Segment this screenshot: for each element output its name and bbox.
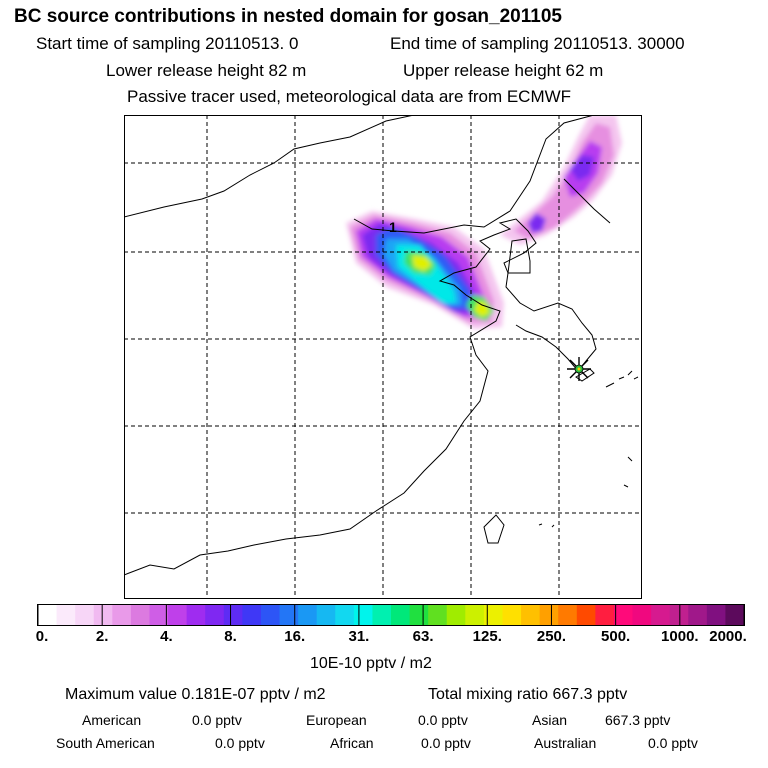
colorbar-swatch [632,605,652,625]
colorbar-swatch [521,605,541,625]
colorbar-swatch [483,605,503,625]
asterisk-star-icon [567,357,591,381]
region-value-american: 0.0 pptv [192,712,242,728]
colorbar-swatch [669,605,689,625]
colorbar-swatch [613,605,634,625]
colorbar-swatch [391,605,411,625]
region-name-asian: Asian [532,712,568,728]
colorbar-swatch [56,605,76,625]
colorbar-tick-label: 63. [412,628,434,645]
colorbar-swatch [688,605,708,625]
colorbar-swatch [353,605,373,625]
colorbar-frame [37,604,745,626]
colorbar-swatch [149,605,169,625]
colorbar-swatch [75,605,95,625]
region-value-african: 0.0 pptv [421,735,471,751]
plot-title: BC source contributions in nested domain… [14,6,562,27]
colorbar-swatch [242,605,262,625]
colorbar-tick-label: 2. [95,628,109,645]
colorbar-unit-label: 10E-10 pptv / m2 [310,655,432,672]
concentration-map: 1 [124,115,642,599]
colorbar-tick-label: 250. [536,628,567,645]
region-name-african: African [330,735,374,751]
colorbar-tick-label: 4. [160,628,173,645]
colorbar-swatch [446,605,466,625]
region-value-south-american: 0.0 pptv [215,735,265,751]
colorbar-swatch [502,605,522,625]
concentration-plume [346,115,622,329]
region-name-european: European [306,712,367,728]
region-value-european: 0.0 pptv [418,712,468,728]
colorbar-swatch [298,605,318,625]
maximum-value-label: Maximum value 0.181E-07 pptv / m2 [65,686,326,703]
colorbar-swatch [539,605,559,625]
colorbar-tick-label: 1000. [661,628,699,645]
colorbar-swatch [335,605,355,625]
colorbar-swatch [93,605,113,625]
region-name-american: American [82,712,142,728]
colorbar-swatch [38,605,58,625]
colorbar-swatch [576,605,596,625]
total-mixing-ratio-label: Total mixing ratio 667.3 pptv [428,686,628,703]
contour-label: 1 [389,219,397,235]
colorbar-tick-label: 0. [35,628,49,645]
colorbar-swatch [186,605,206,625]
colorbar-swatch [372,605,392,625]
map-frame [124,115,642,599]
colorbar-swatch [428,605,448,625]
upper-release-height-label: Upper release height 62 m [403,61,604,80]
colorbar-swatch [168,605,188,625]
lat-lon-grid [124,115,642,599]
colorbar-swatch [465,605,485,625]
region-value-asian: 667.3 pptv [605,712,671,728]
colorbar-swatch [651,605,671,625]
colorbar-swatch [558,605,578,625]
lower-release-height-label: Lower release height 82 m [106,61,307,80]
colorbar-swatch [595,605,615,625]
colorbar-tick-label: 2000. [709,628,747,645]
region-name-australian: Australian [534,735,597,751]
colorbar [37,604,745,626]
colorbar-swatch [725,605,745,625]
end-time-label: End time of sampling 20110513. 30000 [390,34,685,53]
colorbar-swatch [205,605,225,625]
colorbar-tick-label: 16. [284,628,306,645]
region-value-australian: 0.0 pptv [648,735,698,751]
tracer-note: Passive tracer used, meteorological data… [127,87,572,106]
colorbar-swatch [130,605,150,625]
colorbar-tick-label: 8. [224,628,237,645]
region-name-south-american: South American [56,735,155,751]
colorbar-swatch [260,605,281,625]
colorbar-tick-label: 125. [472,628,502,645]
colorbar-swatch [409,605,429,625]
colorbar-tick-label: 500. [601,628,631,645]
colorbar-swatch [316,605,336,625]
colorbar-swatch [112,605,132,625]
colorbar-swatch [279,605,299,625]
colorbar-swatch [706,605,726,625]
colorbar-swatch [223,605,243,625]
colorbar-tick-label: 31. [348,628,370,645]
start-time-label: Start time of sampling 20110513. 0 [36,34,299,53]
